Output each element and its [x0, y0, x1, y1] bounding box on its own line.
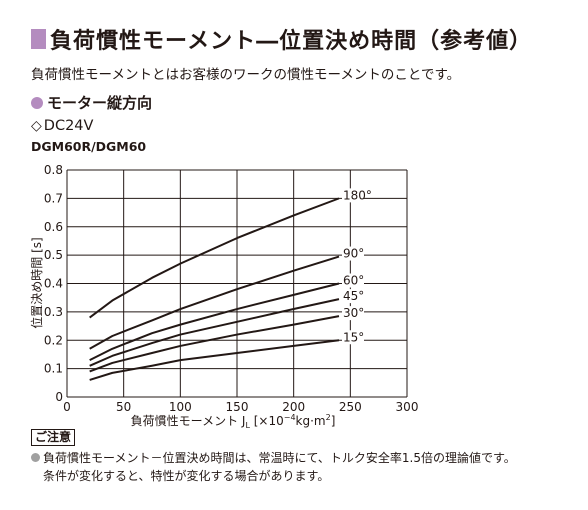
y-tick-label: 0.6	[44, 220, 63, 234]
series-label-bg	[342, 289, 364, 304]
series-label: 90°	[343, 247, 364, 261]
chart-series: 180° 90° 60°45° 30° 15°	[89, 188, 372, 381]
series-label-bg	[342, 188, 364, 203]
series-label: 30°	[343, 306, 364, 320]
series-line	[89, 339, 340, 381]
y-tick-label: 0	[55, 390, 63, 404]
caution-badge: ご注意	[31, 429, 76, 446]
series-line	[89, 197, 340, 319]
y-tick-label: 0.3	[44, 305, 63, 319]
section-heading: モーター縦方向	[31, 92, 152, 113]
model-label: DGM60R/DGM60	[31, 139, 147, 154]
section-label: モーター縦方向	[47, 94, 153, 112]
series-label: 15°	[343, 330, 364, 344]
series-line	[89, 315, 340, 373]
series-label-bg	[342, 330, 364, 345]
y-tick-label: 0.8	[44, 163, 63, 177]
gray-bullet-icon	[31, 453, 40, 462]
y-axis-label: 位置決め時間 [s]	[29, 237, 44, 328]
page-title: 負荷慣性モーメント―位置決め時間（参考値）	[31, 25, 533, 54]
voltage-label: DC24V	[43, 118, 94, 134]
x-tick-labels: 0 50 100 150 200 250 300	[63, 400, 418, 414]
x-tick-label: 150	[226, 400, 249, 414]
diamond-icon: ◇	[31, 118, 42, 134]
description: 負荷慣性モーメントとはお客様のワークの慣性モーメントのことです。	[31, 67, 461, 83]
x-tick-label: 300	[396, 400, 419, 414]
x-tick-label: 100	[169, 400, 192, 414]
x-axis-label: 負荷慣性モーメント JL [×10−4kg·m2]	[131, 413, 336, 430]
x-tick-label: 0	[63, 400, 71, 414]
series-label-bg	[342, 246, 364, 261]
title-square-icon	[31, 29, 46, 49]
y-tick-label: 0.2	[44, 333, 63, 347]
y-tick-label: 0.5	[44, 248, 63, 262]
y-tick-label: 0.4	[44, 277, 63, 291]
title-text: 負荷慣性モーメント―位置決め時間（参考値）	[50, 29, 533, 54]
series-line	[89, 255, 340, 350]
y-tick-label: 0.1	[44, 362, 63, 376]
y-tick-labels: 0 0.1 0.2 0.3 0.4 0.5 0.6 0.7 0.8	[44, 163, 63, 404]
circle-bullet-icon	[31, 96, 43, 109]
x-tick-label: 50	[116, 400, 131, 414]
series-label: 45°	[343, 289, 364, 303]
series-line	[89, 282, 340, 362]
note-line-1: 負荷慣性モーメント－位置決め時間は、常温時にて、トルク安全率1.5倍の理論値です…	[31, 449, 516, 467]
y-tick-label: 0.7	[44, 191, 63, 205]
series-line	[89, 298, 340, 367]
note-text-2: 条件が変化すると、特性が変化する場合があります。	[43, 469, 330, 483]
x-tick-label: 250	[339, 400, 362, 414]
x-tick-label: 200	[282, 400, 305, 414]
note-text-1: 負荷慣性モーメント－位置決め時間は、常温時にて、トルク安全率1.5倍の理論値です…	[43, 451, 516, 465]
series-label-bg	[342, 306, 364, 321]
series-label: 180°	[343, 188, 372, 202]
series-label-bg	[342, 273, 364, 288]
note-block: 負荷慣性モーメント－位置決め時間は、常温時にて、トルク安全率1.5倍の理論値です…	[31, 449, 516, 485]
series-label: 60°	[343, 274, 364, 288]
positioning-time-chart: 0 50 100 150 200 250 300 0 0.1 0.2 0.3 0.4 0.5 0.6 0.…	[29, 163, 418, 430]
voltage-row: ◇ DC24V	[31, 118, 93, 134]
